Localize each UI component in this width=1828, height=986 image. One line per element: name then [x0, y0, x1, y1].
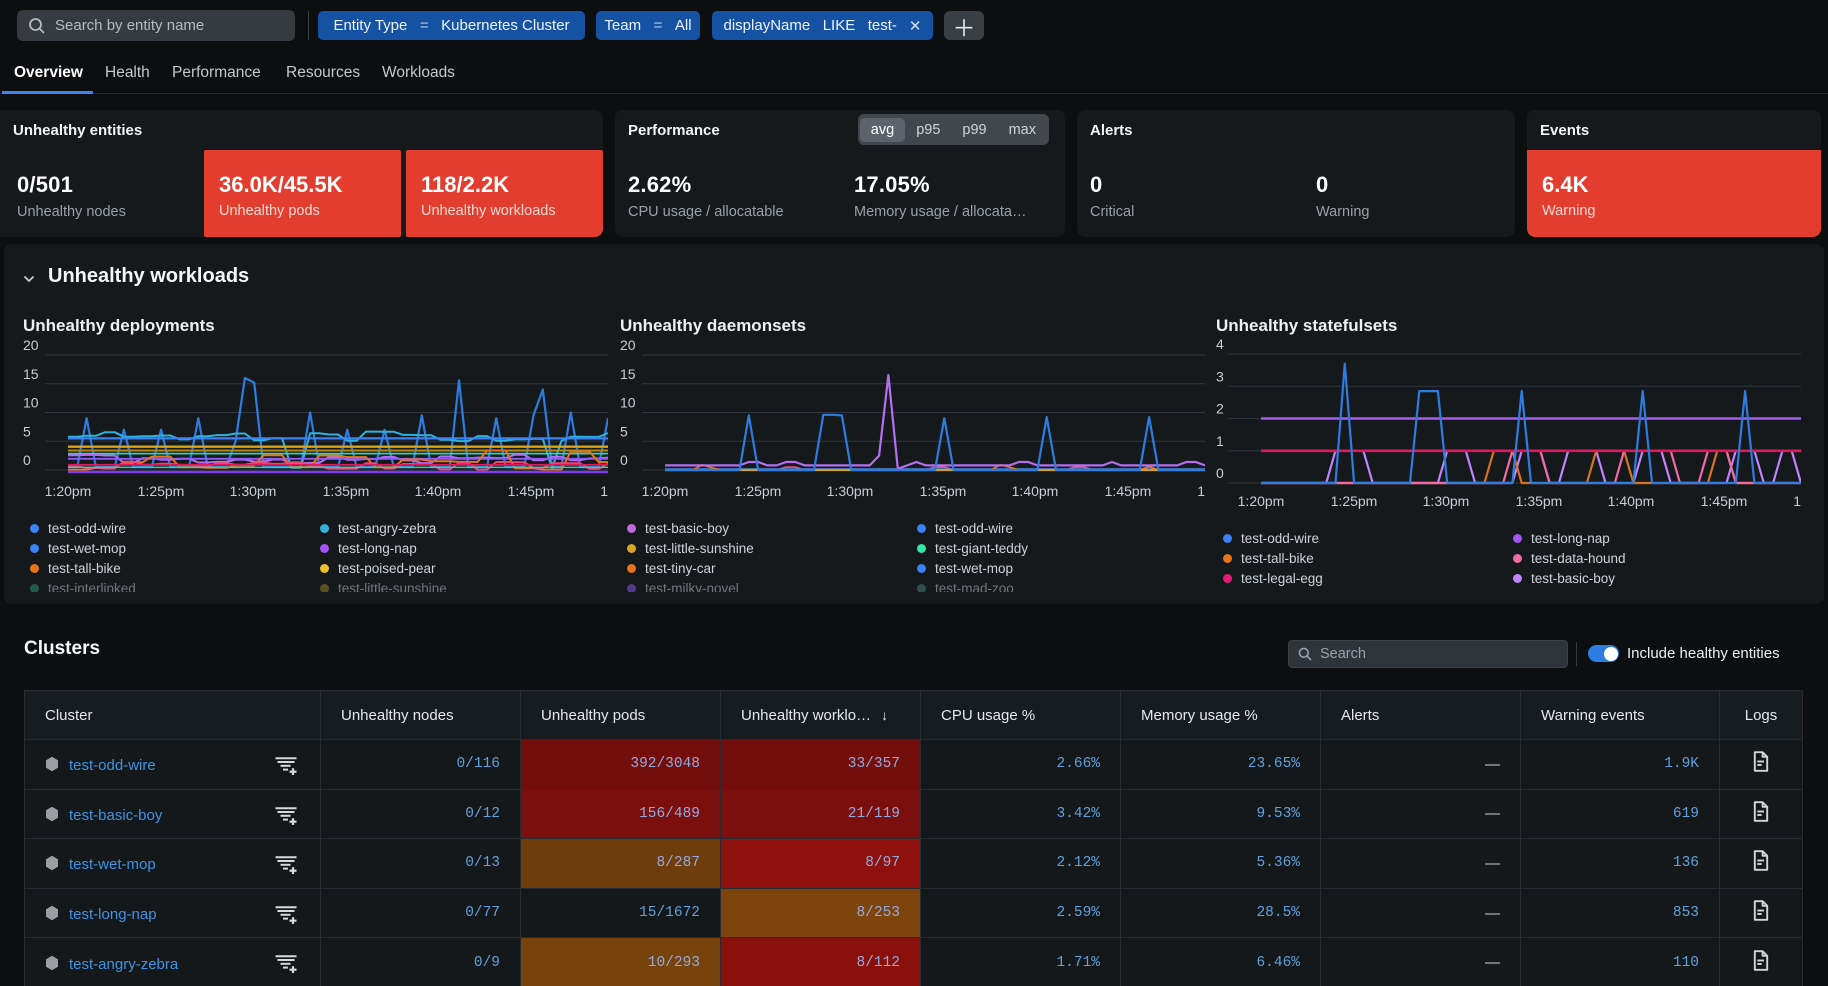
- svg-text:1: 1: [1197, 483, 1205, 499]
- svg-text:1:25pm: 1:25pm: [1331, 493, 1378, 509]
- svg-text:0: 0: [1216, 465, 1224, 481]
- svg-text:0: 0: [23, 452, 31, 468]
- svg-text:1:30pm: 1:30pm: [827, 483, 874, 499]
- svg-text:1:40pm: 1:40pm: [1608, 493, 1655, 509]
- svg-text:4: 4: [1216, 338, 1224, 352]
- svg-text:1: 1: [600, 483, 608, 499]
- svg-text:3: 3: [1216, 368, 1224, 384]
- svg-text:2: 2: [1216, 401, 1224, 417]
- svg-text:1: 1: [1216, 433, 1224, 449]
- svg-text:1:35pm: 1:35pm: [323, 483, 370, 499]
- svg-text:1:25pm: 1:25pm: [138, 483, 185, 499]
- svg-text:5: 5: [620, 423, 628, 439]
- svg-text:1:30pm: 1:30pm: [1423, 493, 1470, 509]
- svg-text:1:20pm: 1:20pm: [1238, 493, 1285, 509]
- svg-text:1:20pm: 1:20pm: [45, 483, 92, 499]
- svg-text:1:35pm: 1:35pm: [1516, 493, 1563, 509]
- svg-text:1:45pm: 1:45pm: [508, 483, 555, 499]
- svg-text:1: 1: [1793, 493, 1801, 509]
- svg-text:1:20pm: 1:20pm: [642, 483, 689, 499]
- svg-text:1:40pm: 1:40pm: [415, 483, 462, 499]
- svg-text:1:45pm: 1:45pm: [1701, 493, 1748, 509]
- svg-text:1:35pm: 1:35pm: [920, 483, 967, 499]
- svg-text:1:25pm: 1:25pm: [735, 483, 782, 499]
- svg-text:1:30pm: 1:30pm: [230, 483, 277, 499]
- svg-text:10: 10: [23, 395, 39, 411]
- svg-text:10: 10: [620, 395, 636, 411]
- svg-text:5: 5: [23, 423, 31, 439]
- svg-text:1:40pm: 1:40pm: [1012, 483, 1059, 499]
- svg-text:15: 15: [23, 366, 39, 382]
- svg-text:15: 15: [620, 366, 636, 382]
- svg-text:1:45pm: 1:45pm: [1105, 483, 1152, 499]
- svg-text:20: 20: [620, 338, 636, 353]
- svg-text:20: 20: [23, 338, 39, 353]
- svg-text:0: 0: [620, 452, 628, 468]
